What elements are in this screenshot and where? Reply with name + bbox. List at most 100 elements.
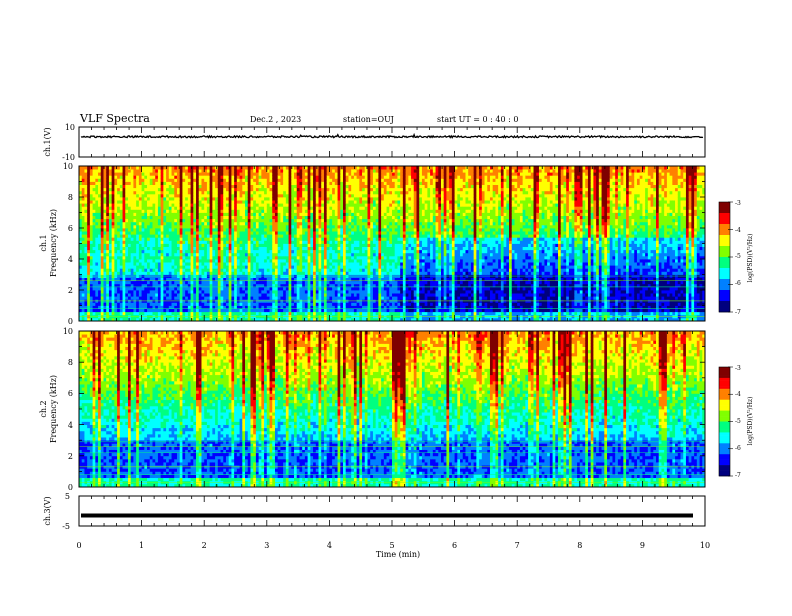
spectrogram-cell xyxy=(231,216,234,220)
spectrogram-cell xyxy=(125,253,128,256)
spectrogram-cell xyxy=(93,185,96,189)
spectrogram-cell xyxy=(259,169,262,173)
spectrogram-cell xyxy=(112,240,115,244)
spectrogram-cell xyxy=(106,194,109,198)
spectrogram-cell xyxy=(302,185,305,189)
spectrogram-cell xyxy=(169,200,172,204)
spectrogram-cell xyxy=(169,203,172,207)
spectrogram-cell xyxy=(128,265,131,269)
spectrogram-cell xyxy=(226,200,229,204)
spectrogram-cell xyxy=(95,216,98,220)
spectrogram-cell xyxy=(101,194,104,198)
spectrogram-cell xyxy=(327,281,330,285)
spectrogram-cell xyxy=(172,247,175,251)
spectrogram-cell xyxy=(270,188,273,192)
spectrogram-cell xyxy=(264,268,267,272)
spectrogram-cell xyxy=(207,265,210,269)
spectrogram-cell xyxy=(253,216,256,220)
spectrogram-cell xyxy=(264,225,267,229)
spectrogram-cell xyxy=(275,191,278,195)
spectrogram-cell xyxy=(231,259,234,263)
spectrogram-cell xyxy=(166,271,169,275)
spectrogram-cell xyxy=(237,262,240,266)
spectrogram-cell xyxy=(196,231,199,235)
spectrogram-cell xyxy=(106,203,109,207)
spectrogram-cell xyxy=(201,240,204,244)
spectrogram-cell xyxy=(286,175,289,179)
spectrogram-cell xyxy=(133,228,136,232)
spectrogram-cell xyxy=(248,191,251,195)
spectrogram-cell xyxy=(90,188,93,192)
spectrogram-cell xyxy=(221,244,224,248)
spectrogram-cell xyxy=(133,169,136,173)
spectrogram-cell xyxy=(332,194,335,198)
spectrogram-cell xyxy=(340,219,343,223)
spectrogram-cell xyxy=(226,209,229,213)
spectrogram-cell xyxy=(275,206,278,210)
spectrogram-cell xyxy=(199,225,202,229)
spectrogram-cell xyxy=(280,228,283,232)
spectrogram-cell xyxy=(305,194,308,198)
spectrogram-cell xyxy=(123,234,126,238)
spectrogram-cell xyxy=(327,216,330,220)
spectrogram-cell xyxy=(319,169,322,173)
spectrogram-cell xyxy=(338,228,341,232)
spectrogram-cell xyxy=(174,172,177,176)
spectrogram-cell xyxy=(234,206,237,210)
spectrogram-cell xyxy=(280,209,283,213)
spectrogram-cell xyxy=(229,244,232,248)
spectrogram-cell xyxy=(144,225,147,229)
spectrogram-cell xyxy=(185,222,188,226)
spectrogram-cell xyxy=(158,197,161,201)
spectrogram-cell xyxy=(286,240,289,244)
spectrogram-cell xyxy=(302,296,305,300)
spectrogram-cell xyxy=(166,253,169,256)
spectrogram-cell xyxy=(259,222,262,226)
spectrogram-cell xyxy=(335,309,338,313)
spectrogram-cell xyxy=(180,219,183,223)
spectrogram-cell xyxy=(332,188,335,192)
spectrogram-cell xyxy=(131,191,134,195)
spectrogram-cell xyxy=(123,169,126,173)
spectrogram-cell xyxy=(106,268,109,272)
spectrogram-cell xyxy=(98,191,101,195)
spectrogram-cell xyxy=(237,194,240,198)
spectrogram-cell xyxy=(133,237,136,241)
spectrogram-cell xyxy=(84,206,87,210)
spectrogram-cell xyxy=(272,228,275,232)
spectrogram-cell xyxy=(332,200,335,204)
spectrogram-cell xyxy=(139,309,142,313)
spectrogram-cell xyxy=(117,188,120,192)
spectrogram-cell xyxy=(188,206,191,210)
spectrogram-cell xyxy=(204,240,207,244)
spectrogram-cell xyxy=(215,197,218,201)
spectrogram-cell xyxy=(87,182,90,186)
spectrogram-cell xyxy=(215,178,218,182)
spectrogram-cell xyxy=(155,222,158,226)
spectrogram-cell xyxy=(297,287,300,291)
spectrogram-cell xyxy=(340,228,343,232)
spectrogram-cell xyxy=(212,287,215,291)
spectrogram-cell xyxy=(188,166,191,170)
spectrogram-cell xyxy=(242,293,245,297)
spectrogram-cell xyxy=(253,209,256,213)
spectrogram-cell xyxy=(234,188,237,192)
spectrogram-cell xyxy=(82,222,85,226)
spectrogram-cell xyxy=(250,222,253,226)
spectrogram-cell xyxy=(180,213,183,217)
ch1-waveform-trace xyxy=(81,135,703,138)
spectrogram-cell xyxy=(169,240,172,244)
spectrogram-cell xyxy=(275,182,278,186)
spectrogram-cell xyxy=(242,200,245,204)
spectrogram-cell xyxy=(319,182,322,186)
spectrogram-cell xyxy=(218,290,221,294)
spectrogram-cell xyxy=(223,247,226,251)
spectrogram-cell xyxy=(253,203,256,207)
spectrogram-cell xyxy=(308,228,311,232)
spectrogram-cell xyxy=(163,185,166,189)
spectrogram-cell xyxy=(131,268,134,272)
spectrogram-cell xyxy=(84,240,87,244)
spectrogram-cell xyxy=(327,271,330,275)
spectrogram-cell xyxy=(133,172,136,176)
spectrogram-cell xyxy=(163,219,166,223)
